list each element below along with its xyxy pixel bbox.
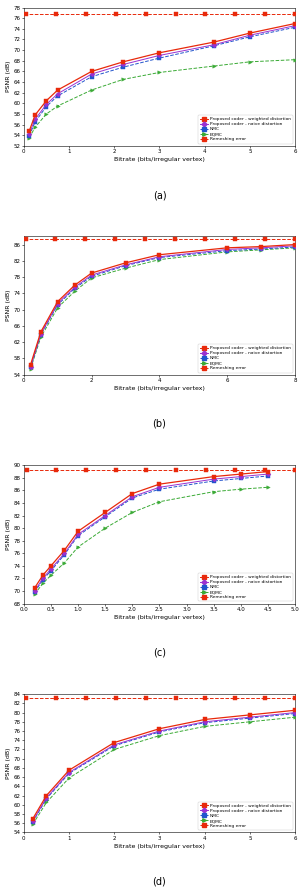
X-axis label: Bitrate (bits/irregular vertex): Bitrate (bits/irregular vertex): [114, 615, 205, 620]
Legend: Proposed coder - weighted distortion, Proposed coder - naive distortion, NMC, EQ: Proposed coder - weighted distortion, Pr…: [198, 115, 293, 143]
X-axis label: Bitrate (bits/irregular vertex): Bitrate (bits/irregular vertex): [114, 386, 205, 391]
Y-axis label: PSNR (dB): PSNR (dB): [5, 61, 11, 92]
X-axis label: Bitrate (bits/irregular vertex): Bitrate (bits/irregular vertex): [114, 157, 205, 162]
Legend: Proposed coder - weighted distortion, Proposed coder - naive distortion, NMC, EQ: Proposed coder - weighted distortion, Pr…: [198, 802, 293, 831]
Y-axis label: PSNR (dB): PSNR (dB): [5, 519, 11, 550]
X-axis label: Bitrate (bits/irregular vertex): Bitrate (bits/irregular vertex): [114, 844, 205, 849]
Text: (d): (d): [152, 876, 166, 887]
Text: (b): (b): [152, 419, 166, 429]
Text: (c): (c): [153, 648, 166, 658]
Y-axis label: PSNR (dB): PSNR (dB): [5, 289, 11, 322]
Y-axis label: PSNR (dB): PSNR (dB): [5, 747, 11, 779]
Legend: Proposed coder - weighted distortion, Proposed coder - naive distortion, NMC, EQ: Proposed coder - weighted distortion, Pr…: [198, 344, 293, 373]
Text: (a): (a): [152, 190, 166, 200]
Legend: Proposed coder - weighted distortion, Proposed coder - naive distortion, NMC, EQ: Proposed coder - weighted distortion, Pr…: [198, 573, 293, 601]
